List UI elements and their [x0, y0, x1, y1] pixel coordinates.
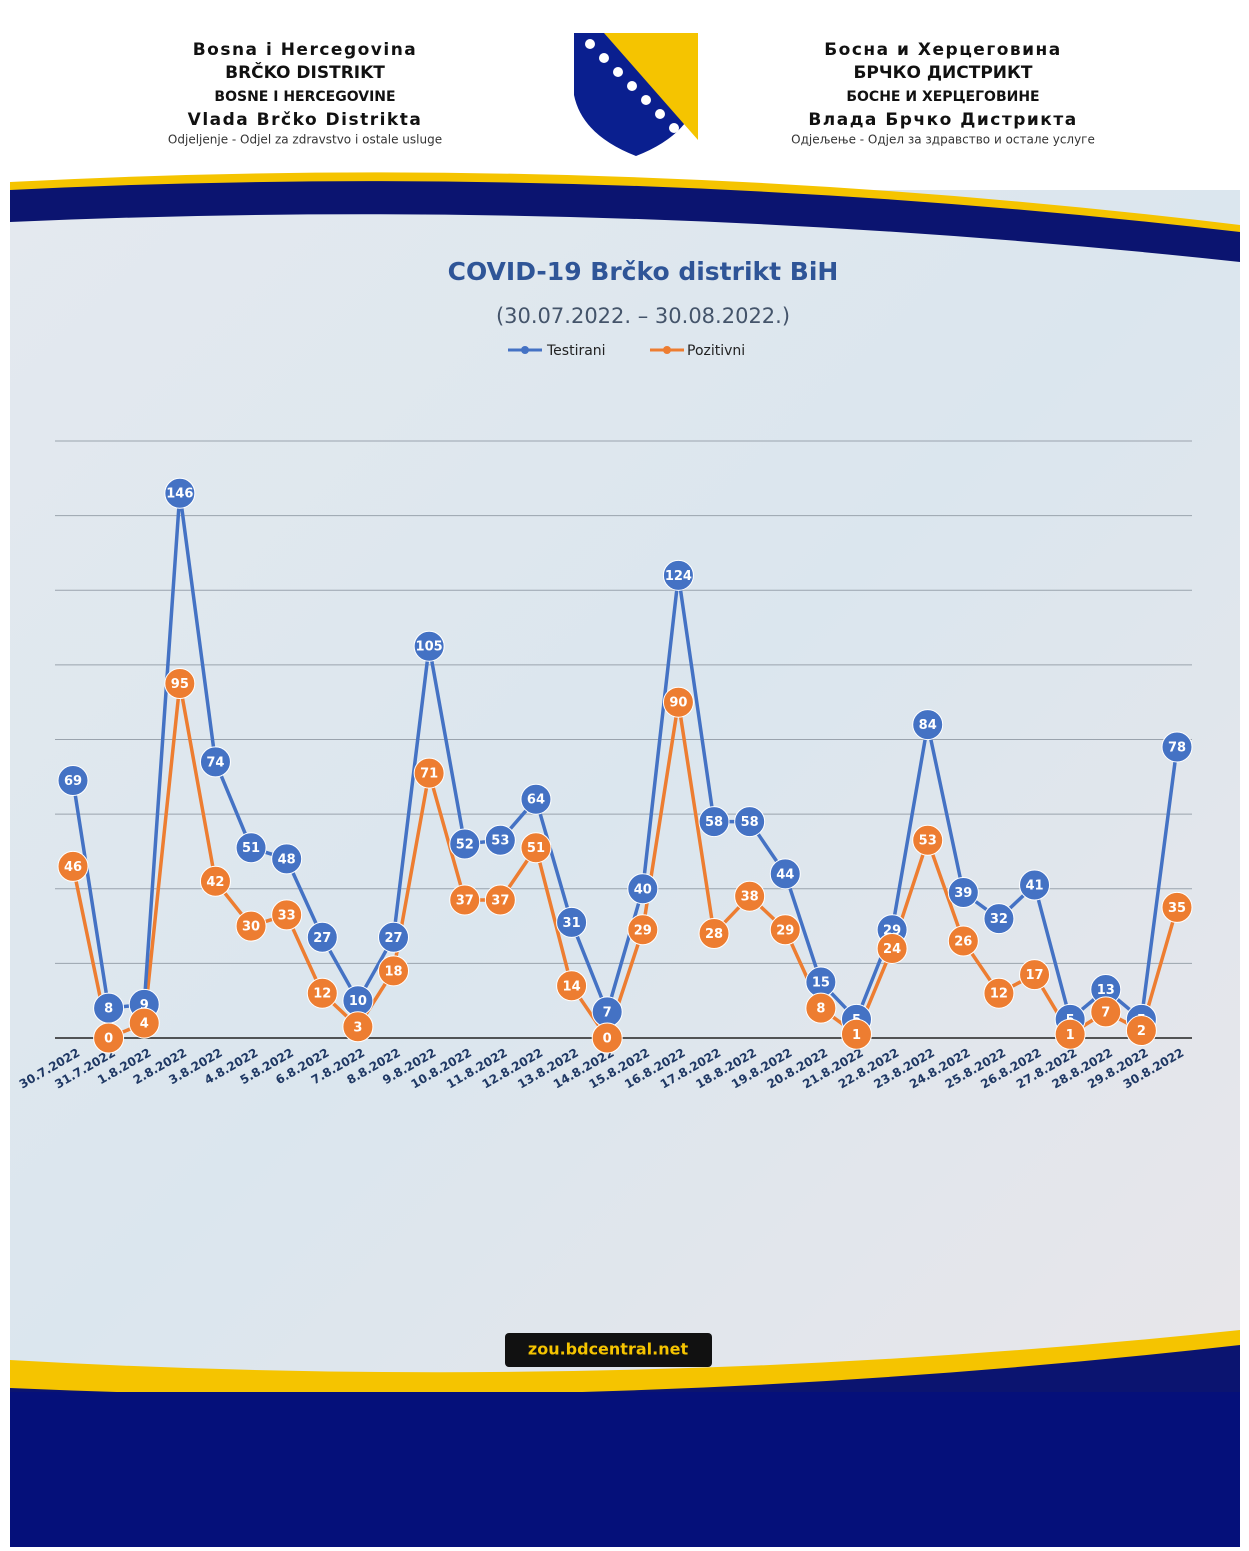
data-label: 24: [883, 942, 901, 957]
data-label: 37: [456, 893, 474, 908]
data-label: 78: [1168, 740, 1186, 755]
data-label: 32: [990, 912, 1008, 927]
data-label: 39: [954, 886, 972, 901]
data-label: 14: [563, 979, 581, 994]
legend-marker: [521, 346, 529, 354]
data-label: 53: [919, 834, 937, 849]
header-line: БОСНЕ И ХЕРЦЕГОВИНЕ: [846, 89, 1039, 105]
data-label: 7: [603, 1005, 612, 1020]
data-label: 69: [64, 774, 82, 789]
data-label: 41: [1026, 879, 1044, 894]
data-label: 12: [313, 987, 331, 1002]
data-label: 12: [990, 987, 1008, 1002]
data-label: 84: [919, 718, 937, 733]
data-label: 42: [206, 875, 224, 890]
data-label: 44: [776, 867, 794, 882]
data-label: 64: [527, 793, 545, 808]
header-line: Влада Брчко Дистрикта: [808, 110, 1077, 130]
data-label: 90: [669, 696, 687, 711]
data-label: 40: [634, 882, 652, 897]
data-label: 7: [1101, 1005, 1110, 1020]
data-label: 31: [563, 916, 581, 931]
data-label: 3: [353, 1020, 362, 1035]
data-label: 46: [64, 860, 82, 875]
header-line: Odjeljenje - Odjel za zdravstvo i ostale…: [168, 133, 442, 147]
data-label: 105: [416, 640, 443, 655]
data-label: 95: [171, 677, 189, 692]
header-line: BOSNE I HERCEGOVINE: [214, 89, 395, 105]
data-label: 27: [313, 931, 331, 946]
data-label: 29: [776, 923, 794, 938]
data-label: 8: [816, 1002, 825, 1017]
chart-bg: [10, 190, 1240, 1390]
poster: zou.bdcentral.net COVID-19 Brčko distrik…: [0, 0, 1249, 1547]
header-line: БРЧКО ДИСТРИКТ: [853, 63, 1032, 83]
legend-label: Testirani: [546, 343, 606, 359]
data-label: 13: [1097, 983, 1115, 998]
data-label: 146: [166, 487, 193, 502]
data-label: 53: [491, 834, 509, 849]
data-label: 74: [206, 755, 224, 770]
data-label: 26: [954, 934, 972, 949]
header-line: Bosna i Hercegovina: [193, 40, 418, 60]
footer-band: [10, 1392, 1240, 1547]
data-label: 51: [527, 841, 545, 856]
data-label: 8: [104, 1002, 113, 1017]
data-label: 35: [1168, 901, 1186, 916]
data-label: 37: [491, 893, 509, 908]
url: zou.bdcentral.net: [528, 1340, 689, 1359]
data-label: 1: [1066, 1028, 1075, 1043]
data-label: 0: [104, 1032, 113, 1047]
data-label: 51: [242, 841, 260, 856]
data-label: 52: [456, 837, 474, 852]
data-label: 124: [665, 569, 692, 584]
data-label: 0: [603, 1032, 612, 1047]
data-label: 18: [384, 964, 402, 979]
data-label: 29: [634, 923, 652, 938]
data-label: 27: [384, 931, 402, 946]
data-label: 48: [278, 852, 296, 867]
data-label: 38: [741, 890, 759, 905]
chart-title: COVID-19 Brčko distrikt BiH: [448, 257, 839, 286]
data-label: 10: [349, 994, 367, 1009]
data-label: 58: [705, 815, 723, 830]
header-line: Одјељење - Одјел за здравство и остале у…: [791, 133, 1095, 147]
legend-marker: [663, 346, 671, 354]
data-label: 33: [278, 908, 296, 923]
data-label: 58: [741, 815, 759, 830]
data-label: 17: [1026, 968, 1044, 983]
data-label: 28: [705, 927, 723, 942]
chart-subtitle: (30.07.2022. – 30.08.2022.): [496, 304, 790, 328]
data-label: 4: [140, 1017, 149, 1032]
data-label: 15: [812, 976, 830, 991]
legend-label: Pozitivni: [687, 343, 745, 359]
data-label: 2: [1137, 1024, 1146, 1039]
header-line: BRČKO DISTRIKT: [225, 61, 385, 83]
header-line: Босна и Херцеговина: [824, 40, 1062, 60]
header-line: Vlada Brčko Distrikta: [188, 110, 423, 130]
data-label: 30: [242, 920, 260, 935]
data-label: 1: [852, 1028, 861, 1043]
data-label: 71: [420, 767, 438, 782]
